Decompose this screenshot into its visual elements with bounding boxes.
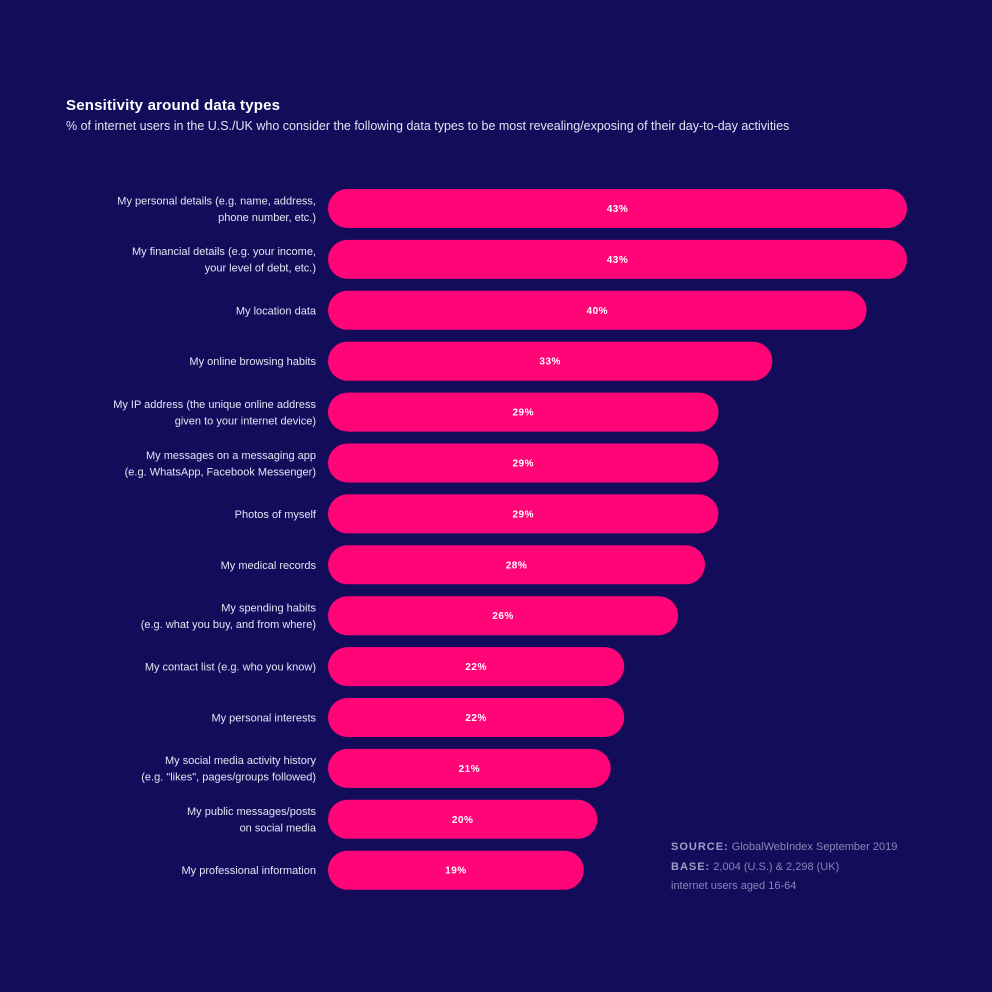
category-label-11: My social media activity history (e.g. "l… [141, 755, 316, 784]
category-label-10: My personal interests [211, 713, 316, 725]
category-label-0: My personal details (e.g. name, address,… [117, 195, 316, 224]
bar-4 [328, 392, 719, 432]
bar-5 [328, 443, 719, 483]
base-line: BASE: 2,004 (U.S.) & 2,298 (UK) [671, 858, 897, 878]
bar-11 [328, 748, 611, 788]
value-label-2: 40% [587, 306, 609, 317]
value-label-8: 26% [492, 611, 514, 622]
value-label-5: 29% [512, 459, 534, 470]
source-line: SOURCE: GlobalWebIndex September 2019 [671, 838, 897, 858]
chart-subtitle: % of internet users in the U.S./UK who c… [66, 119, 790, 133]
base-line-2: internet users aged 16-64 [671, 880, 797, 892]
bar-0 [328, 189, 907, 228]
value-label-7: 28% [506, 560, 528, 571]
bar-1 [328, 239, 907, 279]
value-label-6: 29% [512, 509, 534, 520]
value-label-0: 43% [607, 204, 629, 215]
bar-3 [328, 341, 773, 381]
bar-7 [328, 545, 706, 585]
base-text: 2,004 (U.S.) & 2,298 (UK) [713, 860, 840, 873]
bar-8 [328, 596, 679, 636]
category-label-12: My public messages/posts on social media [187, 806, 317, 835]
category-label-1: My financial details (e.g. your income, y… [132, 246, 316, 275]
category-label-7: My medical records [221, 560, 317, 572]
bar-2 [328, 290, 867, 330]
value-label-4: 29% [512, 408, 534, 419]
value-label-3: 33% [539, 357, 561, 368]
bar-9 [328, 647, 625, 687]
source-label: SOURCE: [671, 841, 729, 853]
category-label-13: My professional information [181, 865, 316, 877]
value-label-10: 22% [465, 713, 487, 724]
value-label-9: 22% [465, 662, 487, 673]
bar-10 [328, 698, 625, 737]
source-note: SOURCE: GlobalWebIndex September 2019 BA… [671, 838, 897, 897]
value-label-12: 20% [452, 815, 474, 826]
chart-title: Sensitivity around data types [66, 97, 281, 114]
value-label-13: 19% [445, 866, 467, 877]
value-label-11: 21% [459, 764, 481, 775]
bar-12 [328, 799, 598, 839]
category-label-6: Photos of myself [235, 509, 317, 521]
category-label-5: My messages on a messaging app (e.g. What… [125, 450, 316, 479]
category-label-3: My online browsing habits [189, 356, 316, 368]
category-label-9: My contact list (e.g. who you know) [145, 662, 316, 674]
bar-6 [328, 494, 719, 534]
value-label-1: 43% [607, 255, 629, 266]
category-label-2: My location data [236, 305, 317, 317]
bar-13 [328, 850, 584, 890]
category-label-4: My IP address (the unique online address… [113, 399, 316, 428]
base-label: BASE: [671, 860, 711, 873]
source-text: GlobalWebIndex September 2019 [731, 841, 898, 853]
category-label-8: My spending habits (e.g. what you buy, an… [141, 602, 317, 631]
